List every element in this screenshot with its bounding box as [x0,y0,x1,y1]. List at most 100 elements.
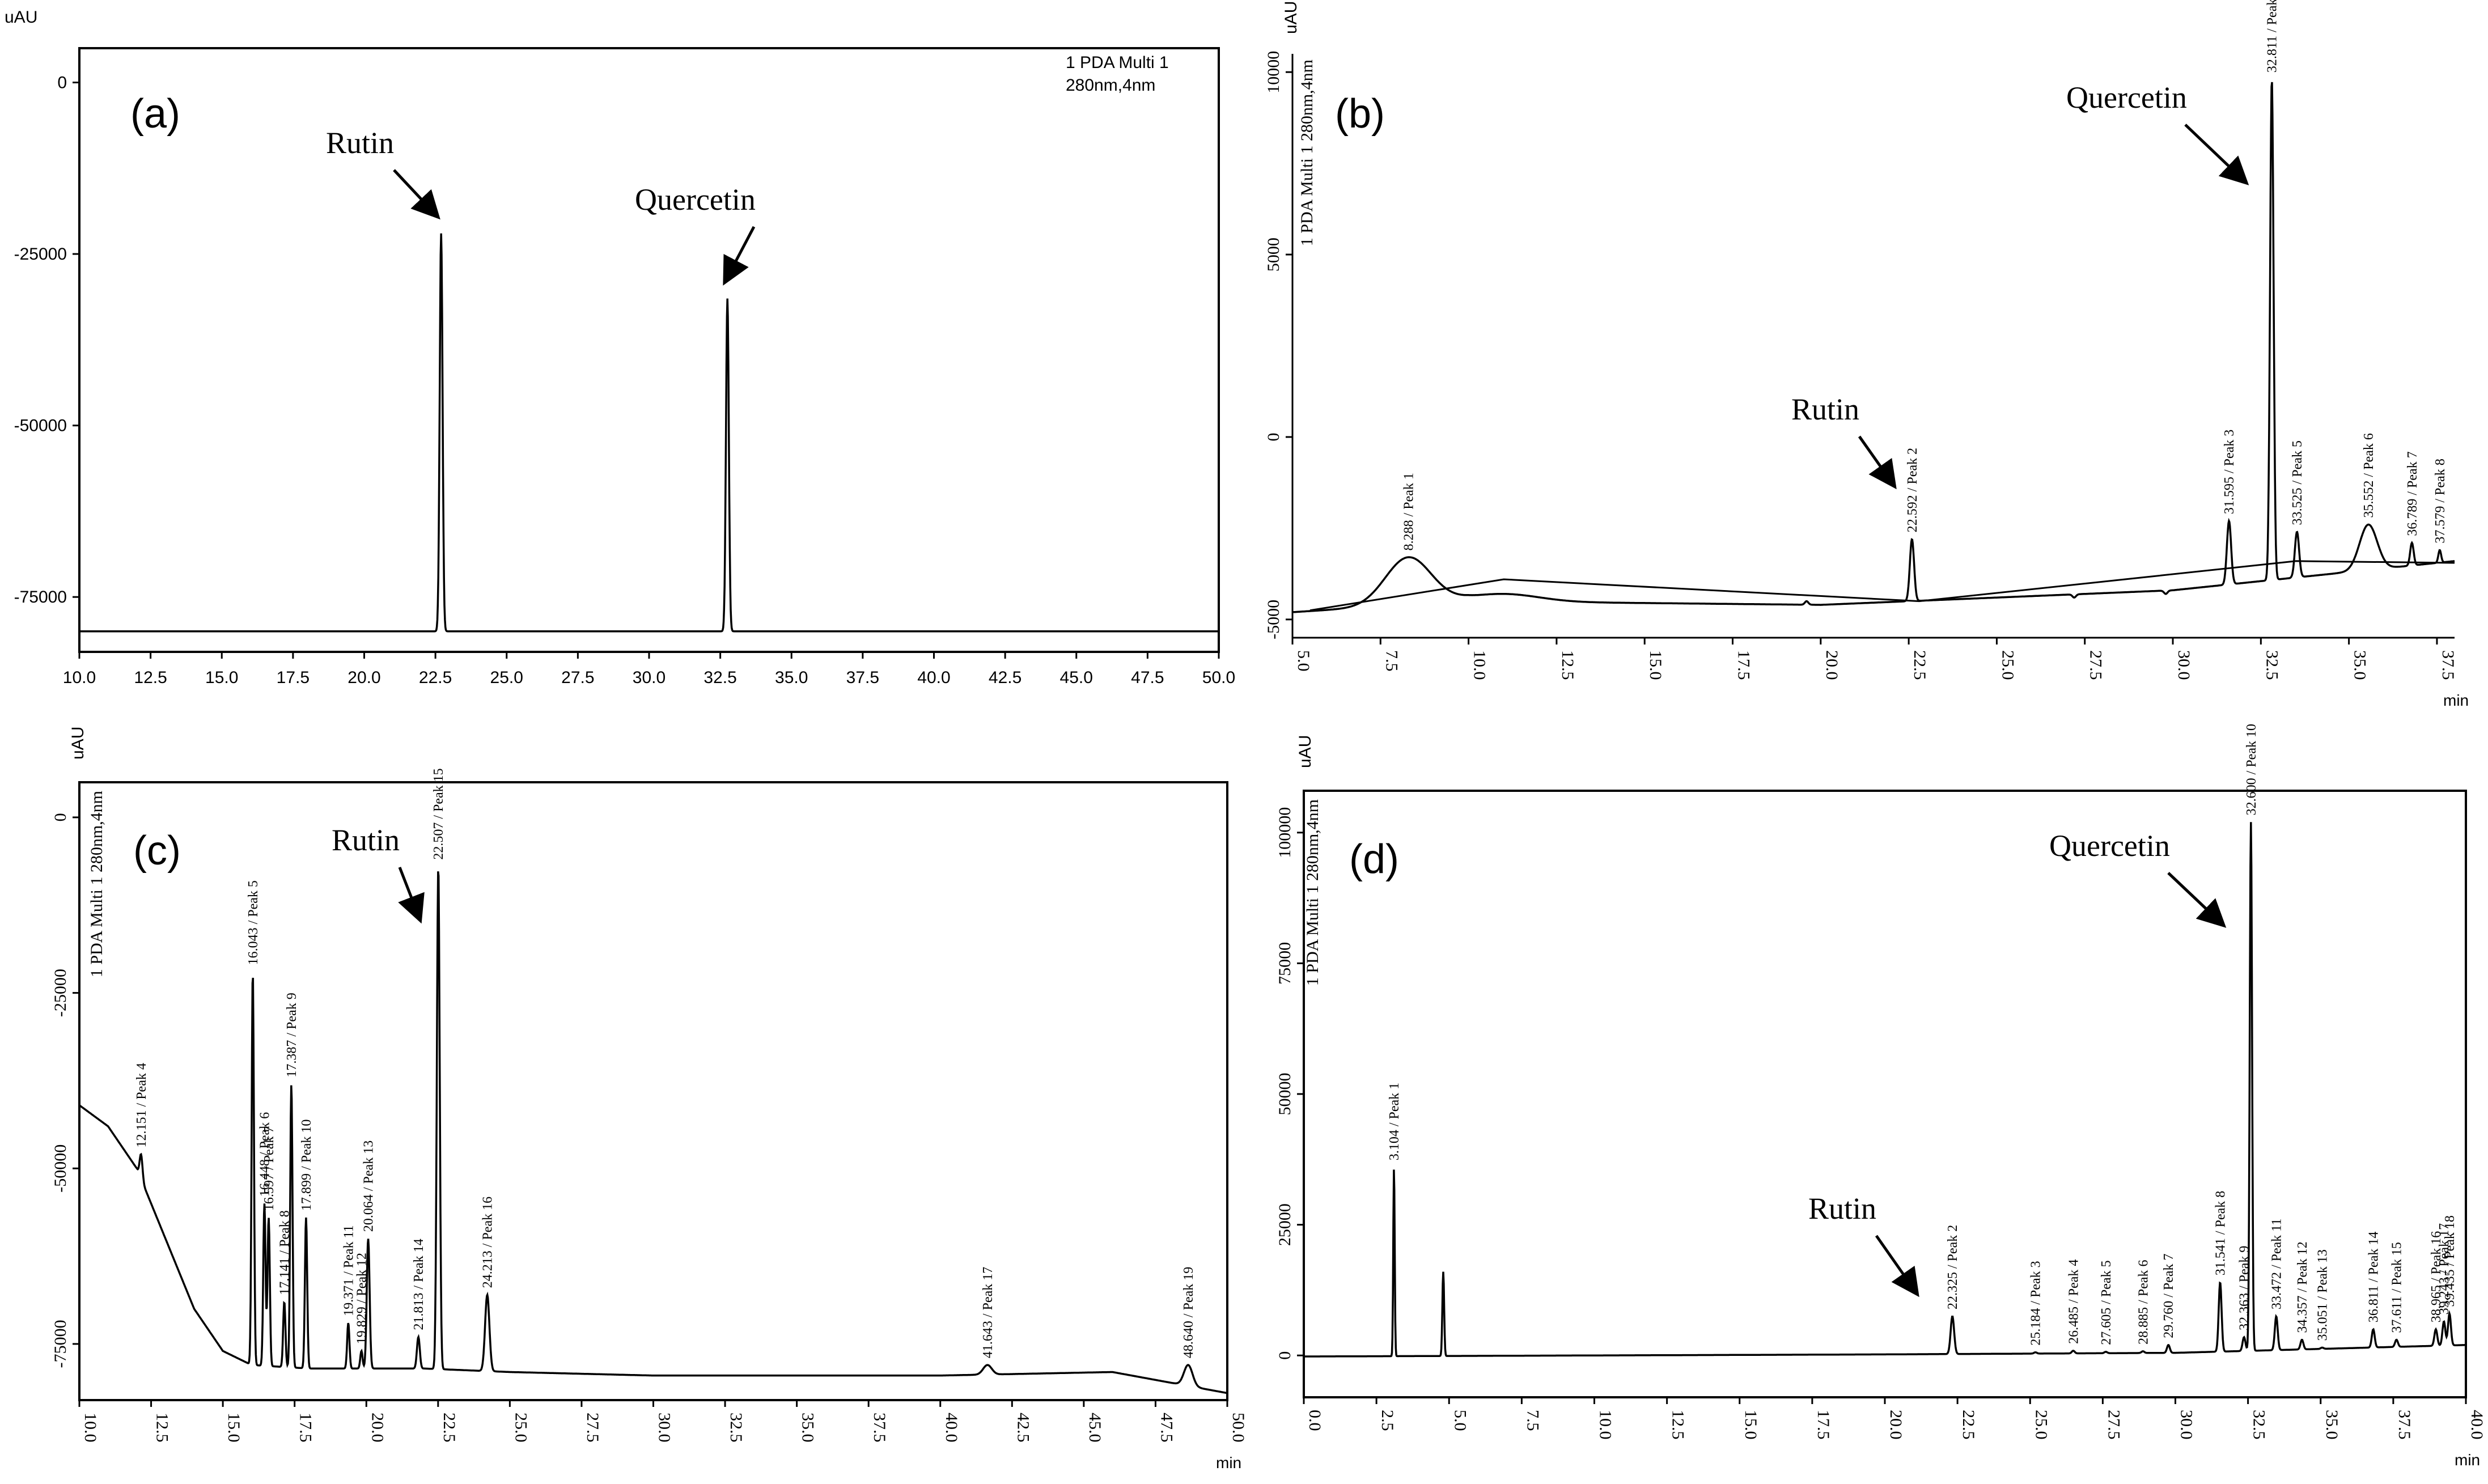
y-tick-label: 25000 [1275,1203,1294,1246]
x-tick-label: 20.0 [368,1413,387,1443]
chromatogram-trace [78,871,1228,1394]
peak-label: 8.288 / Peak 1 [1401,473,1416,550]
x-tick-label: 20.0 [1887,1410,1905,1440]
peak-label: 20.064 / Peak 13 [361,1140,376,1232]
x-tick-label: 20.0 [1822,650,1841,680]
peak-label: 22.507 / Peak 15 [431,768,446,859]
x-tick-label: 32.5 [2262,650,2281,680]
compound-annotation: Quercetin [635,183,756,217]
annotation-arrow [398,867,425,924]
y-tick-label: -50000 [51,1144,70,1193]
x-axis-label: min [2443,692,2469,709]
annotation-arrow [1875,1235,1919,1298]
detector-header: 280nm,4nm [1066,76,1155,95]
x-tick-label: 45.0 [1086,1413,1104,1443]
x-tick-label: 15.0 [1741,1410,1760,1440]
x-tick-label: 30.0 [633,668,666,687]
peak-label: 22.592 / Peak 2 [1905,448,1920,532]
x-tick-label: 17.5 [296,1413,315,1443]
peak-label: 33.472 / Peak 11 [2269,1219,2284,1309]
x-axis-label: min [2455,1451,2480,1469]
x-tick-label: 2.5 [1378,1410,1397,1431]
peak-label: 31.595 / Peak 3 [2222,430,2237,514]
x-tick-label: 17.5 [1735,650,1753,680]
peak-label: 38.965 / Peak 16 [2429,1231,2444,1322]
peak-label: 19.829 / Peak 12 [355,1253,370,1344]
x-tick-label: 0.0 [1306,1410,1324,1431]
chart-panel-a: 0 -25000 -50000 -75000 10.0 12.5 15.0 17.5 20.0 2… [5,8,1235,687]
x-tick-label: 40.0 [917,668,950,687]
y-tick-label: -25000 [14,245,67,264]
x-tick-label: 47.5 [1157,1413,1176,1443]
x-tick-label: 7.5 [1523,1410,1542,1431]
x-tick-label: 15.0 [205,668,238,687]
panel-label: (b) [1335,91,1385,137]
peak-label: 26.485 / Peak 4 [2066,1260,2081,1344]
peak-label: 16.448 / Peak 6 [257,1112,272,1197]
x-tick-label: 32.5 [703,668,736,687]
peak-label: 25.184 / Peak 3 [2029,1261,2044,1345]
x-tick-label: 35.0 [775,668,808,687]
x-tick-label: 37.5 [846,668,879,687]
x-tick-label: 30.0 [2175,650,2193,680]
x-tick-label: 7.5 [1382,650,1401,672]
x-tick-label: 50.0 [1229,1413,1248,1443]
y-tick-label: 0 [57,74,67,92]
x-tick-label: 22.5 [1910,650,1929,680]
x-tick-label: 42.5 [989,668,1022,687]
y-tick-label: 50000 [1275,1073,1294,1116]
y-tick-label: 100000 [1275,807,1294,858]
detector-label: 1 PDA Multi 1 280nm,4nm [87,791,106,977]
plot-frame [1303,790,2467,1398]
peak-label: 24.213 / Peak 16 [481,1197,495,1288]
x-tick-label: 5.0 [1294,650,1313,672]
compound-annotation: Quercetin [2049,829,2170,863]
detector-header: 1 PDA Multi 1 [1066,53,1169,72]
x-tick-label: 32.5 [727,1413,745,1443]
peak-label: 17.899 / Peak 10 [299,1120,314,1211]
peak-label: 22.325 / Peak 2 [1946,1225,1960,1309]
x-tick-label: 12.5 [153,1413,172,1443]
chart-panel-d: 100000 75000 50000 25000 0 0.0 2.5 5.0 7.5 10.0 12… [1275,724,2486,1469]
peak-label: 35.552 / Peak 6 [2362,433,2376,518]
x-tick-label: 37.5 [2439,650,2457,680]
x-tick-label: 25.0 [511,1413,530,1443]
detector-label: 1 PDA Multi 1 280nm,4nm [1298,60,1316,246]
x-tick-label: 15.0 [1646,650,1665,680]
peak-label: 33.525 / Peak 5 [2290,440,2305,525]
x-tick-label: 17.5 [1814,1410,1833,1440]
peak-label: 31.541 / Peak 8 [2213,1191,2228,1275]
peak-label: 16.043 / Peak 5 [246,880,261,965]
y-axis-label: uAU [69,727,87,760]
annotation-arrow [1858,435,1897,490]
annotation-arrow [2167,872,2227,928]
peak-label: 29.760 / Peak 7 [2161,1253,2176,1338]
peak-label: 41.643 / Peak 17 [981,1267,995,1358]
peak-label: 28.885 / Peak 6 [2136,1260,2151,1344]
x-tick-label: 27.5 [583,1413,602,1443]
x-tick-label: 22.5 [440,1413,459,1443]
annotation-arrow [393,169,440,220]
peak-label: 39.243 / Peak 17 [2437,1223,2452,1315]
peak-label: 35.051 / Peak 13 [2315,1249,2330,1341]
y-tick-label: 5000 [1264,238,1283,272]
peak-label: 34.357 / Peak 12 [2295,1241,2310,1333]
x-tick-label: 12.5 [1558,650,1577,680]
y-tick-label: -5000 [1264,600,1283,639]
compound-annotation: Rutin [332,823,400,857]
y-tick-label: 75000 [1275,942,1294,985]
x-tick-label: 35.0 [2322,1410,2341,1440]
x-tick-label: 40.0 [942,1413,961,1443]
peak-label: 17.141 / Peak 8 [278,1210,293,1295]
peak-label: 39.435 / Peak 18 [2443,1215,2457,1307]
x-tick-label: 32.5 [2250,1410,2269,1440]
x-tick-label: 42.5 [1014,1413,1032,1443]
x-tick-label: 10.0 [1470,650,1489,680]
x-tick-label: 25.0 [1998,650,2017,680]
x-tick-label: 12.5 [1669,1410,1688,1440]
peak-label: 32.363 / Peak 9 [2237,1246,2252,1330]
peak-label: 36.811 / Peak 14 [2367,1232,2381,1322]
x-tick-label: 27.5 [2104,1410,2123,1440]
x-tick-label: 25.0 [2032,1410,2050,1440]
